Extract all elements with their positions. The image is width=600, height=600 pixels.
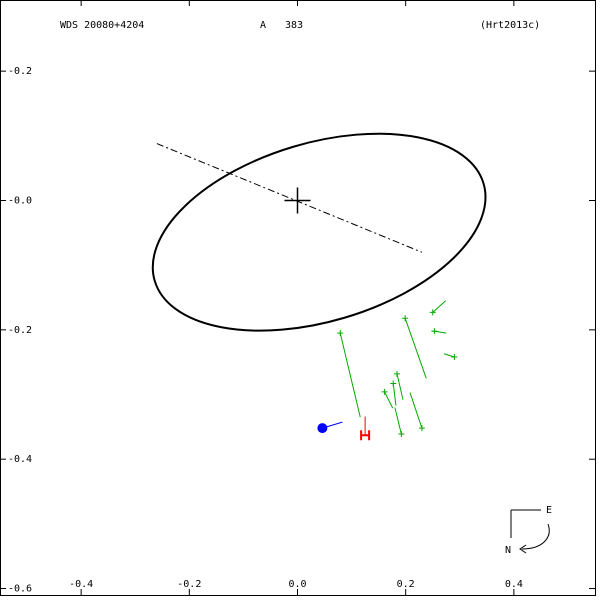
primary-star-cross-icon xyxy=(284,187,311,214)
predicted-position-dot xyxy=(317,423,328,434)
header-reference: (Hrt2013c) xyxy=(480,20,540,31)
observation-point xyxy=(418,425,425,432)
observation-residual-line xyxy=(409,392,423,429)
observation-residual-line xyxy=(394,407,402,435)
x-tick-label: -0.4 xyxy=(69,579,93,590)
y-tick-label: -0.2 xyxy=(8,66,32,77)
y-tick-label: -0.2 xyxy=(8,325,32,336)
y-tick-label: -0.4 xyxy=(8,454,32,465)
observation-residual-line xyxy=(339,332,361,418)
observation-point xyxy=(381,388,388,395)
header-discoverer-number: 383 xyxy=(285,20,303,31)
compass-rotation-arrow xyxy=(521,523,550,550)
y-tick-label: -0.6 xyxy=(8,584,32,595)
header-system-id: WDS 20080+4204 xyxy=(60,20,144,31)
observation-residual-line xyxy=(432,300,447,313)
observation-point xyxy=(394,370,401,377)
compass-east-arrow xyxy=(510,509,541,538)
y-ticks: -0.2 -0.0 -0.2 -0.4 -0.6 xyxy=(0,66,595,595)
observation-point xyxy=(429,309,436,316)
observation-residual-line xyxy=(443,353,455,358)
observation-residual-line xyxy=(384,391,394,409)
x-ticks: -0.4 -0.2 0.0 0.2 0.4 xyxy=(69,0,523,595)
orbit-ellipse xyxy=(151,132,487,332)
orbit-layer xyxy=(151,132,487,434)
node-line xyxy=(156,143,423,253)
observation-point xyxy=(402,315,409,322)
observation-point xyxy=(398,430,405,437)
compass-arrowhead-icon xyxy=(519,544,527,554)
compass-east-label: E xyxy=(546,505,552,516)
observation-point xyxy=(431,328,438,335)
x-tick-label: 0.2 xyxy=(397,579,415,590)
compass: E N xyxy=(505,505,552,556)
observation-point xyxy=(451,354,458,360)
compass-north-label: N xyxy=(505,545,511,556)
x-tick-label: -0.2 xyxy=(177,579,201,590)
observation-point xyxy=(390,380,397,387)
observation-residual-line xyxy=(396,373,404,400)
speckle-point xyxy=(360,430,371,441)
observation-residual-line xyxy=(404,318,427,379)
observation-residual-line xyxy=(392,383,397,406)
observation-point xyxy=(337,330,344,337)
header-component: A xyxy=(260,20,266,31)
y-tick-label: -0.0 xyxy=(8,195,32,206)
observation-layer xyxy=(337,300,458,441)
x-tick-label: 0.4 xyxy=(505,579,523,590)
x-tick-label: 0.0 xyxy=(288,579,306,590)
